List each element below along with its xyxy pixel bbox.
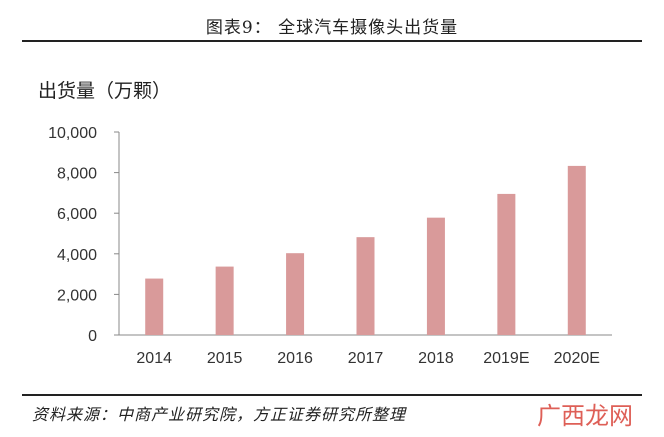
bar-2015 bbox=[215, 266, 234, 335]
x-tick-label: 2017 bbox=[348, 350, 384, 367]
bar-2014 bbox=[145, 278, 164, 335]
bottom-rule bbox=[22, 394, 642, 396]
bar-2017 bbox=[356, 237, 375, 335]
x-tick-label: 2020E bbox=[554, 350, 600, 367]
x-tick-label: 2015 bbox=[207, 350, 243, 367]
top-rule bbox=[22, 40, 642, 42]
source-note: 资料来源：中商产业研究院，方正证券研究所整理 bbox=[32, 405, 407, 424]
bar-2016 bbox=[286, 253, 305, 335]
bar-2018 bbox=[426, 217, 445, 335]
y-tick-label: 10,000 bbox=[48, 125, 97, 142]
chart-title: 图表9： 全球汽车摄像头出货量 bbox=[205, 18, 459, 38]
x-tick-label: 2016 bbox=[277, 350, 313, 367]
bars bbox=[145, 165, 586, 335]
y-tick-label: 8,000 bbox=[57, 166, 97, 183]
x-tick-label: 2018 bbox=[418, 350, 454, 367]
bar-2019E bbox=[497, 193, 516, 335]
y-axis-label: 出货量（万颗） bbox=[38, 80, 171, 102]
y-tick-label: 2,000 bbox=[57, 287, 97, 304]
bar-2020E bbox=[567, 165, 586, 335]
y-tick-label: 4,000 bbox=[57, 247, 97, 264]
y-tick-label: 0 bbox=[88, 328, 97, 345]
y-axis-ticks: 0 2,000 4,000 6,000 8,000 10,000 bbox=[48, 125, 119, 345]
x-axis-ticks: 2014 2015 2016 2017 2018 2019E 2020E bbox=[136, 350, 600, 367]
watermark-logo: 广西龙网 bbox=[537, 402, 633, 430]
y-tick-label: 6,000 bbox=[57, 206, 97, 223]
x-tick-label: 2019E bbox=[483, 350, 529, 367]
x-tick-label: 2014 bbox=[136, 350, 172, 367]
